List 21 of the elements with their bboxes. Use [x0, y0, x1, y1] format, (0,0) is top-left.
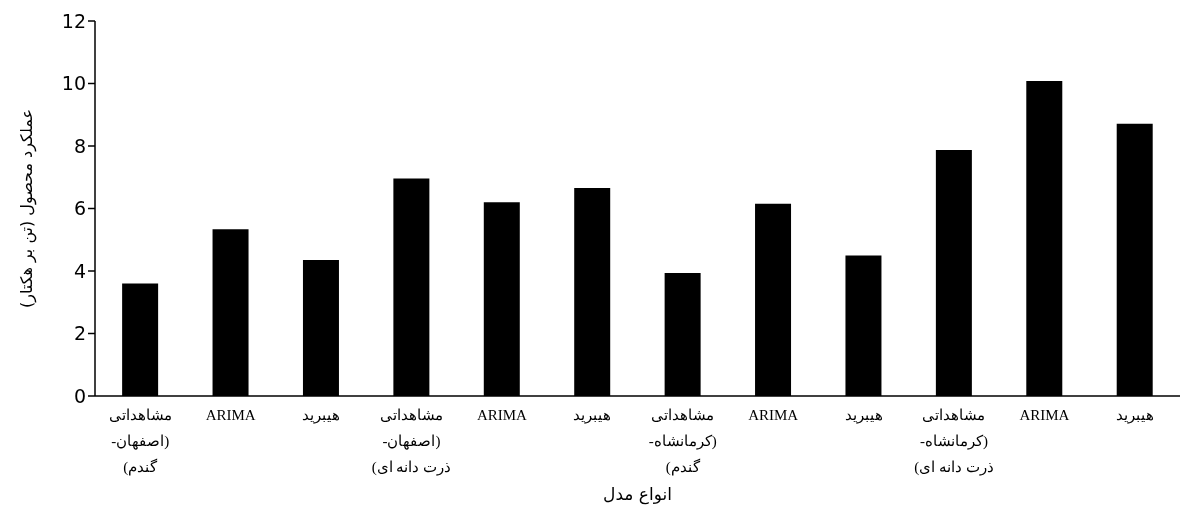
x-tick-label: مشاهداتی (کرمانشاه- گندم)	[648, 407, 717, 476]
y-tick-label: 8	[73, 134, 86, 157]
x-tick-label: هیبرید	[1115, 407, 1154, 424]
x-tick-label: هیبرید	[844, 407, 883, 424]
y-tick-label: 12	[61, 9, 86, 32]
x-tick-label: مشاهداتی (اصفهان- ذرت دانه ای)	[371, 407, 452, 476]
x-tick-label: هیبرید	[573, 407, 612, 424]
y-tick-label: 4	[73, 259, 86, 282]
x-tick-label: ARIMA	[205, 407, 256, 423]
y-tick-label: 6	[73, 197, 86, 220]
y-tick-label: 10	[61, 72, 86, 95]
x-tick-label: ARIMA	[748, 407, 799, 423]
y-tick-label: 0	[73, 384, 86, 407]
y-axis-title: عملکرد محصول (تن بر هکتار)	[16, 109, 37, 308]
y-tick-label: 2	[73, 322, 86, 345]
x-tick-label: ARIMA	[1019, 407, 1070, 423]
x-tick-label: مشاهداتی (کرمانشاه- ذرت دانه ای)	[914, 407, 994, 476]
x-tick-label: هیبرید	[302, 407, 341, 424]
x-axis-title: انواع مدل	[603, 484, 672, 505]
x-tick-label: مشاهداتی (اصفهان- گندم)	[108, 407, 172, 476]
x-tick-label: ARIMA	[476, 407, 528, 423]
